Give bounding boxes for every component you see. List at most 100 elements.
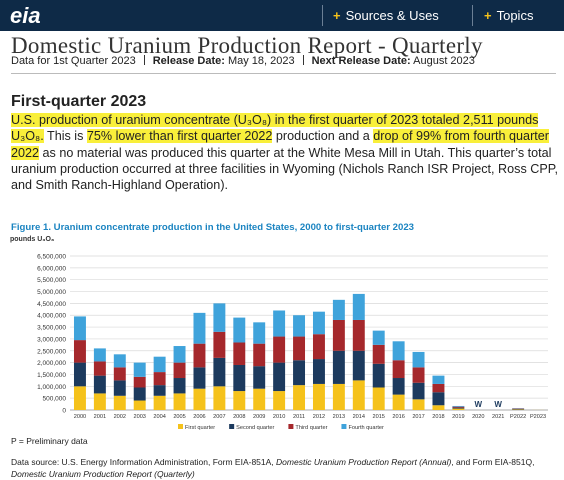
bar-segment xyxy=(273,337,285,363)
bar-segment xyxy=(233,318,245,343)
y-tick-label: 4,000,000 xyxy=(37,313,66,320)
x-tick-label: 2002 xyxy=(114,414,126,420)
y-tick-label: 2,500,000 xyxy=(37,348,66,355)
bar-segment xyxy=(154,357,166,372)
bar-segment xyxy=(94,348,106,361)
x-tick-label: 2012 xyxy=(313,414,325,420)
x-tick-label: 2015 xyxy=(372,414,384,420)
release-date: May 18, 2023 xyxy=(228,55,295,67)
bar-segment xyxy=(313,359,325,384)
bar-segment xyxy=(193,389,205,410)
x-tick-label: 2003 xyxy=(133,414,145,420)
nav-separator xyxy=(322,5,323,26)
x-tick-label: 2004 xyxy=(153,414,165,420)
bar-segment xyxy=(174,378,186,393)
bar-segment xyxy=(154,372,166,385)
legend-label: Second quarter xyxy=(236,425,274,431)
footnote: P = Preliminary data xyxy=(11,436,88,446)
bar-segment xyxy=(273,391,285,410)
bar-segment xyxy=(333,320,345,351)
y-tick-label: 3,500,000 xyxy=(37,325,66,332)
section-heading: First-quarter 2023 xyxy=(11,93,146,111)
x-tick-label: 2010 xyxy=(273,414,285,420)
bar-segment xyxy=(432,405,444,410)
paragraph: U.S. production of uranium concentrate (… xyxy=(11,112,559,193)
x-tick-label: 2018 xyxy=(432,414,444,420)
x-tick-label: 2005 xyxy=(173,414,185,420)
bar-segment xyxy=(413,367,425,382)
x-tick-label: 2014 xyxy=(353,414,365,420)
bar-segment xyxy=(373,331,385,345)
bar-segment xyxy=(94,393,106,410)
bar-segment xyxy=(154,385,166,396)
bar-segment xyxy=(134,387,146,400)
bar-segment xyxy=(373,345,385,364)
paragraph-text: 75% lower than first quarter 2022 xyxy=(87,129,273,143)
bar-segment xyxy=(393,360,405,378)
paragraph-text: production and a xyxy=(272,129,373,143)
source-text: Domestic Uranium Production Report (Annu… xyxy=(276,457,451,467)
x-tick-label: 2001 xyxy=(94,414,106,420)
nav-item[interactable]: + Topics xyxy=(484,8,533,23)
bar-segment xyxy=(293,337,305,361)
bar-segment xyxy=(114,380,126,395)
bar-segment xyxy=(353,351,365,381)
bar-segment xyxy=(452,409,464,410)
source-text: Domestic Uranium Production Report (Quar… xyxy=(11,469,195,479)
plus-icon: + xyxy=(484,8,492,23)
legend-swatch xyxy=(288,424,293,429)
paragraph-text: This is xyxy=(44,129,87,143)
bar-segment xyxy=(273,363,285,391)
bar-segment xyxy=(74,386,86,410)
logo[interactable]: eia xyxy=(10,3,41,29)
bar-segment xyxy=(313,312,325,335)
y-tick-label: 6,500,000 xyxy=(37,254,66,261)
withheld-label: W xyxy=(494,400,502,409)
bar-segment xyxy=(174,363,186,378)
y-tick-label: 4,500,000 xyxy=(37,301,66,308)
legend-swatch xyxy=(229,424,234,429)
x-tick-label: 2006 xyxy=(193,414,205,420)
x-tick-label: 2007 xyxy=(213,414,225,420)
chart: pounds U₃O₈0500,0001,000,0001,500,0002,0… xyxy=(0,232,564,434)
bar-segment xyxy=(333,384,345,410)
bar-segment xyxy=(293,360,305,385)
x-tick-label: P2022 xyxy=(510,414,526,420)
next-release-date: August 2023 xyxy=(413,55,475,67)
x-tick-label: 2013 xyxy=(333,414,345,420)
bar-segment xyxy=(213,332,225,358)
bar-segment xyxy=(373,364,385,388)
y-tick-label: 2,000,000 xyxy=(37,360,66,367)
x-tick-label: 2000 xyxy=(74,414,86,420)
bar-segment xyxy=(253,366,265,389)
nav-label: Topics xyxy=(497,8,534,23)
x-tick-label: 2019 xyxy=(452,414,464,420)
x-tick-label: 2021 xyxy=(492,414,504,420)
bar-segment xyxy=(193,367,205,388)
bar-segment xyxy=(413,399,425,410)
bar-segment xyxy=(432,392,444,405)
y-tick-label: 1,000,000 xyxy=(37,384,66,391)
y-tick-label: 0 xyxy=(62,408,66,415)
x-tick-label: 2008 xyxy=(233,414,245,420)
bar-segment xyxy=(74,363,86,387)
nav-item[interactable]: +Sources & Uses xyxy=(333,8,439,23)
bar-segment xyxy=(413,383,425,400)
bar-segment xyxy=(313,334,325,359)
bar-segment xyxy=(273,310,285,336)
y-tick-label: 500,000 xyxy=(43,396,67,403)
y-tick-label: 1,500,000 xyxy=(37,372,66,379)
bar-segment xyxy=(213,358,225,386)
bar-segment xyxy=(432,376,444,384)
bar-segment xyxy=(213,303,225,331)
bar-segment xyxy=(134,363,146,377)
bar-segment xyxy=(313,384,325,410)
y-tick-label: 3,000,000 xyxy=(37,336,66,343)
legend-label: First quarter xyxy=(185,425,215,431)
bar-segment xyxy=(94,376,106,394)
legend-swatch xyxy=(178,424,183,429)
bar-segment xyxy=(253,389,265,410)
bar-segment xyxy=(233,342,245,365)
bar-segment xyxy=(74,316,86,340)
